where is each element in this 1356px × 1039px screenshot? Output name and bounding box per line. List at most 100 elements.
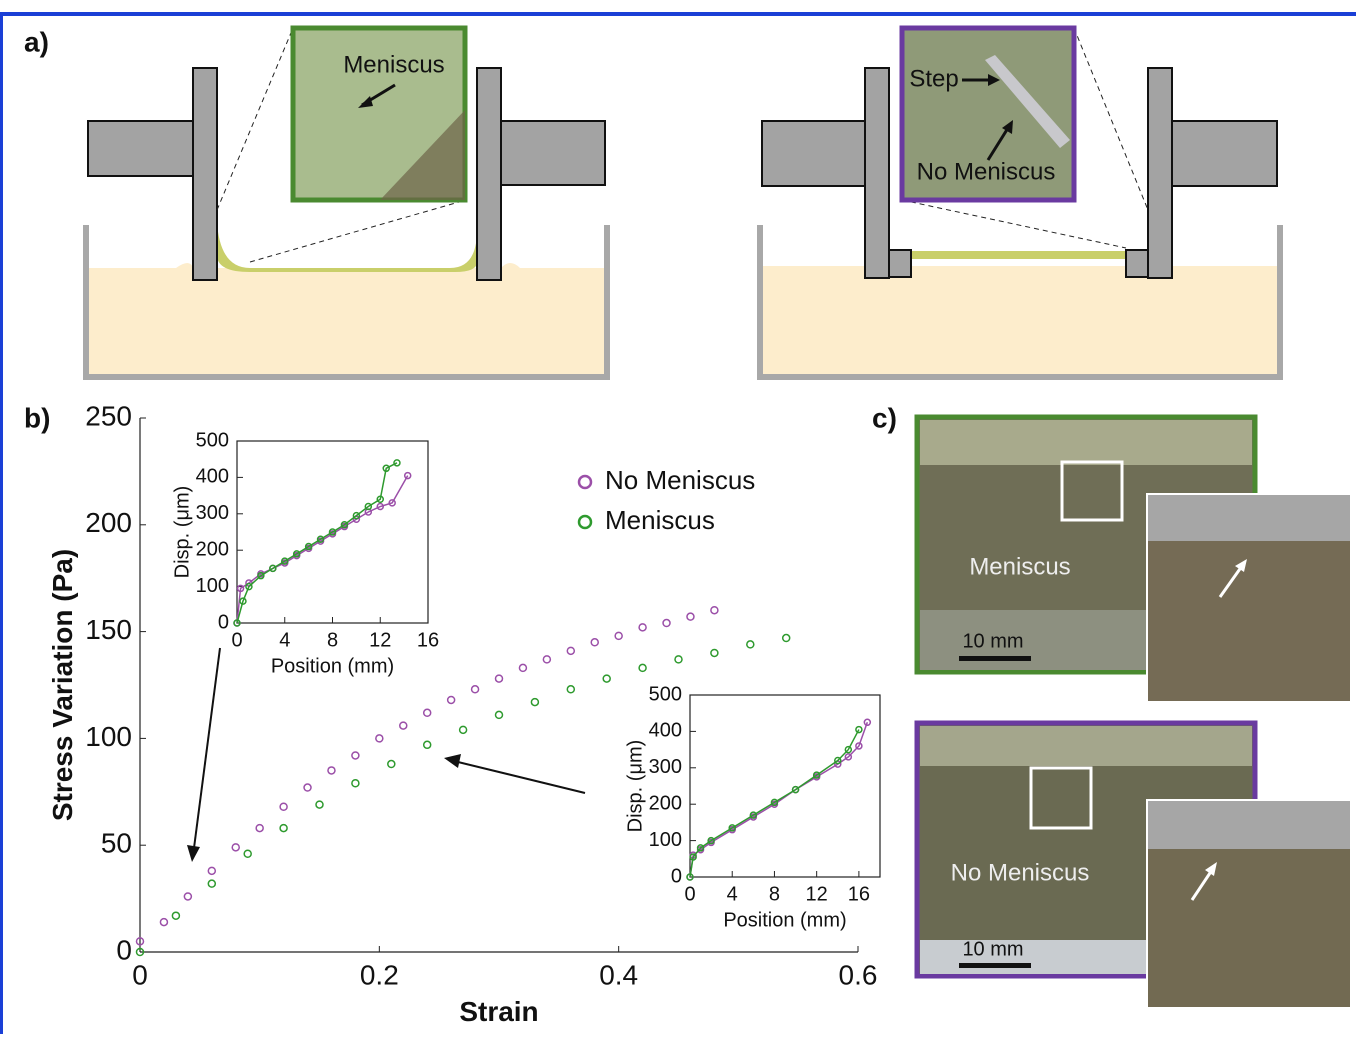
y-tick-label: 250 (85, 400, 132, 431)
data-point (591, 639, 598, 646)
data-point (567, 686, 574, 693)
data-point (519, 664, 526, 671)
data-point (208, 867, 215, 874)
y-tick-label: 150 (85, 614, 132, 645)
x-tick-label: 0.4 (599, 960, 638, 991)
y-tick-label: 100 (196, 575, 229, 597)
data-point (496, 675, 503, 682)
x-tick-label: 4 (727, 883, 738, 905)
data-point (615, 632, 622, 639)
data-point (208, 880, 215, 887)
figure: a) b) c) Meniscus (0, 0, 1356, 1034)
diagram-meniscus (86, 28, 607, 377)
data-point (328, 767, 335, 774)
top-border (0, 12, 1356, 16)
photo-label: Meniscus (969, 553, 1070, 580)
x-tick-label: 0.6 (839, 960, 878, 991)
legend-label: Meniscus (605, 505, 715, 535)
y-tick-label: 200 (649, 792, 682, 814)
data-point (304, 784, 311, 791)
data-point (783, 635, 790, 642)
data-point (376, 735, 383, 742)
scale-label: 10 mm (962, 630, 1023, 652)
legend-marker (579, 476, 591, 488)
y-tick-label: 100 (85, 721, 132, 752)
data-point (256, 825, 263, 832)
data-point (663, 620, 670, 627)
diagram-no-meniscus (760, 28, 1280, 377)
y-axis-label: Stress Variation (Pa) (47, 549, 78, 821)
data-point (400, 722, 407, 729)
data-point (567, 647, 574, 654)
x-axis-label: Strain (459, 996, 538, 1027)
data-point (424, 709, 431, 716)
data-point (543, 656, 550, 663)
legend-label: No Meniscus (605, 465, 755, 495)
x-tick-label: 12 (369, 629, 391, 651)
data-point (280, 803, 287, 810)
x-tick-label: 0 (231, 629, 242, 651)
y-tick-label: 200 (196, 538, 229, 560)
y-tick-label: 500 (196, 429, 229, 451)
data-point (232, 844, 239, 851)
data-point (280, 825, 287, 832)
y-tick-label: 0 (671, 865, 682, 887)
x-tick-label: 16 (848, 883, 870, 905)
data-point (160, 919, 167, 926)
diagram-label: No Meniscus (917, 158, 1056, 185)
data-point (496, 711, 503, 718)
y-axis-label: Disp. (μm) (171, 486, 193, 579)
diagram-label: Meniscus (343, 51, 444, 78)
x-tick-label: 8 (327, 629, 338, 651)
y-tick-label: 0 (116, 934, 132, 965)
y-tick-label: 200 (85, 507, 132, 538)
y-tick-label: 500 (649, 683, 682, 705)
x-axis-label: Position (mm) (271, 655, 394, 677)
data-point (352, 780, 359, 787)
data-point (244, 850, 251, 857)
x-tick-label: 0 (684, 883, 695, 905)
y-tick-label: 50 (101, 828, 132, 859)
legend-marker (579, 516, 591, 528)
panel-label: b) (24, 402, 50, 433)
x-tick-label: 12 (806, 883, 828, 905)
data-point (448, 696, 455, 703)
y-tick-label: 300 (649, 756, 682, 778)
data-point (603, 675, 610, 682)
data-point (316, 801, 323, 808)
data-point (460, 726, 467, 733)
scale-label: 10 mm (962, 938, 1023, 960)
data-point (675, 656, 682, 663)
x-tick-label: 16 (417, 629, 439, 651)
data-point (388, 761, 395, 768)
y-tick-label: 400 (196, 466, 229, 488)
data-point (172, 912, 179, 919)
diagram-label: Step (909, 65, 958, 92)
y-tick-label: 100 (649, 829, 682, 851)
data-point (639, 624, 646, 631)
data-point (531, 699, 538, 706)
data-point (352, 752, 359, 759)
x-tick-label: 0.2 (360, 960, 399, 991)
data-point (747, 641, 754, 648)
panel-label: c) (872, 402, 897, 433)
arrows (187, 648, 585, 862)
data-point (639, 664, 646, 671)
y-tick-label: 400 (649, 720, 682, 742)
y-tick-label: 300 (196, 502, 229, 524)
left-border (0, 12, 3, 1034)
data-point (711, 649, 718, 656)
x-tick-label: 4 (279, 629, 290, 651)
plot-frame (690, 695, 880, 877)
panel-label: a) (24, 26, 49, 57)
data-point (711, 607, 718, 614)
y-axis-label: Disp. (μm) (624, 740, 646, 833)
y-tick-label: 0 (218, 611, 229, 633)
data-point (687, 613, 694, 620)
data-point (472, 686, 479, 693)
x-tick-label: 0 (132, 960, 148, 991)
photo-label: No Meniscus (951, 859, 1090, 886)
data-point (184, 893, 191, 900)
data-point (424, 741, 431, 748)
x-tick-label: 8 (769, 883, 780, 905)
